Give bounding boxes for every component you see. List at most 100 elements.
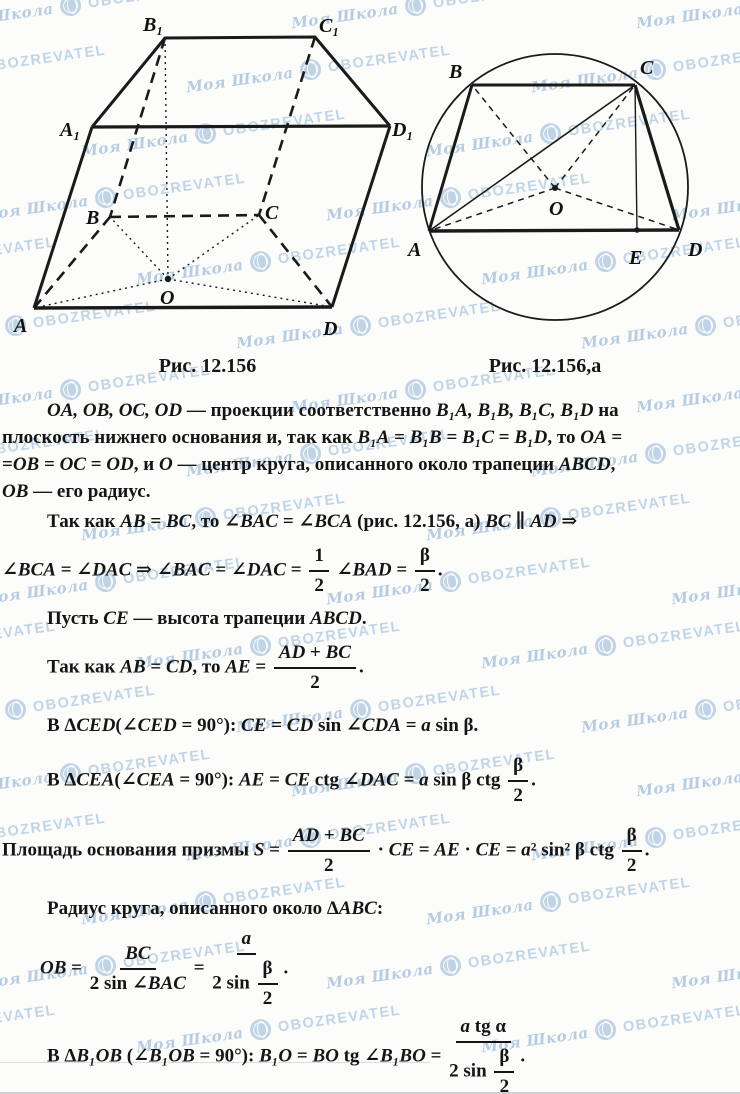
text-run: . (437, 559, 443, 581)
text-run: = (494, 427, 515, 448)
text-run: = (292, 1045, 313, 1067)
paragraph-line: плоскость нижнего основания и, так как B… (2, 424, 716, 451)
text-run: = (425, 1045, 447, 1067)
text-run: (∠ (115, 715, 138, 736)
figure-prism: A₁ B₁ C₁ D₁ A B C D O (12, 14, 413, 340)
numerator: a tg α (455, 1014, 511, 1043)
text-run: . (531, 769, 536, 791)
text-run: = (441, 427, 463, 448)
numerator: β (494, 1044, 515, 1073)
paragraph-line: Пусть CE — высота трапеции ABCD. (2, 605, 716, 632)
text-run: . (283, 957, 289, 979)
numerator: β (414, 543, 435, 572)
math-variable: OB (12, 454, 40, 475)
text-run: β (626, 825, 637, 846)
hidden-edges (33, 36, 334, 309)
math-variable: CEA (76, 769, 115, 791)
text-run: на (593, 400, 619, 421)
edge-ab (427, 84, 474, 232)
math-variable: DAC (359, 769, 399, 791)
paragraph-line: Так как AB = BC, то ∠BAC = ∠BCA (рис. 12… (2, 508, 716, 535)
paragraph-line: OA, OB, OC, OD — проекции соответственно… (2, 397, 716, 424)
denominator: 2 (263, 985, 273, 1012)
math-variable: BO (312, 1045, 339, 1067)
math-variable: BC (339, 825, 365, 846)
text-run: = (389, 427, 410, 448)
math-variable: B₁C (462, 427, 495, 448)
math-variable: AE (225, 656, 251, 678)
math-variable: OC (59, 454, 86, 475)
text-run: ⇒ (556, 511, 578, 532)
text-run: sin β. (430, 715, 479, 736)
math-variable: DAC (246, 559, 286, 581)
diagonal-ac (428, 84, 636, 232)
radius-ob (471, 84, 556, 189)
numerator: a (236, 926, 257, 955)
center-label-o: O (160, 287, 174, 309)
text-run: ∠ (2, 559, 18, 581)
denominator: 2 (513, 782, 523, 809)
math-variable: a (241, 928, 252, 949)
math-variable: AD (292, 825, 320, 846)
math-variable: a (460, 1016, 471, 1037)
text-run: Так как (47, 511, 121, 532)
math-variable: a (419, 769, 429, 791)
math-variable: OB (2, 481, 29, 502)
figure-circle-trapezoid: B C A D O E (406, 53, 702, 321)
line-ob (109, 216, 169, 280)
text-run: 2 sin ∠ (89, 973, 148, 994)
text-run: = (285, 559, 307, 581)
edge-d1d (330, 125, 392, 308)
point-e-dot (634, 227, 640, 233)
math-variable: DAC (92, 559, 132, 581)
edge-a1a (32, 126, 94, 309)
text-run: плоскость нижнего основания и, так как (2, 427, 358, 448)
fraction: AD + BC 2 (287, 823, 370, 879)
fraction: AD + BC 2 (273, 640, 356, 696)
vertex-label-d1: D₁ (391, 119, 413, 141)
text-run: = (250, 656, 271, 678)
text-run: = (39, 454, 60, 475)
math-variable: BCA (17, 559, 56, 581)
text-run: ² sin² β ctg (530, 839, 619, 861)
text-run: 2 (314, 575, 324, 596)
solution-text: OA, OB, OC, OD — проекции соответственно… (2, 397, 716, 1092)
math-variable: AB (120, 511, 146, 532)
numerator: AD + BC (287, 823, 370, 852)
math-variable: BC (325, 642, 351, 663)
math-variable: B₁B (409, 427, 442, 448)
text-run: = (414, 839, 435, 861)
math-variable: BAC (147, 973, 186, 994)
height-ce (634, 84, 638, 231)
math-variable: CE (103, 608, 129, 629)
denominator: 2 (310, 669, 320, 696)
text-run: 1 (314, 545, 324, 566)
text-run: sin β ctg (428, 769, 506, 791)
text-run: — высота трапеции (128, 608, 311, 629)
vertex-label-b1: B₁ (142, 14, 163, 36)
edge-ad (33, 305, 333, 310)
fraction: BC 2 sin ∠BAC (90, 941, 186, 997)
math-variable: AE (434, 839, 460, 861)
text-run: β (499, 1046, 510, 1067)
text-run: ctg ∠ (310, 769, 360, 791)
math-variable: BC (485, 511, 511, 532)
math-variable: CED (76, 715, 116, 736)
edge-ab (33, 216, 111, 309)
text-run: , и (133, 454, 159, 475)
math-variable: B₁O (259, 1045, 293, 1067)
math-variable: O (158, 454, 173, 475)
radius-oc (554, 84, 636, 189)
edge-bc (109, 213, 260, 219)
text-run: · (459, 839, 476, 861)
center-label-o: O (549, 198, 563, 220)
figure1-caption: Рис. 12.156 (158, 355, 257, 377)
paragraph-line: =OB = OC = OD, и O — центр круга, описан… (2, 451, 716, 478)
math-variable: BAD (352, 559, 392, 581)
text-run: , то ∠ (191, 511, 241, 532)
